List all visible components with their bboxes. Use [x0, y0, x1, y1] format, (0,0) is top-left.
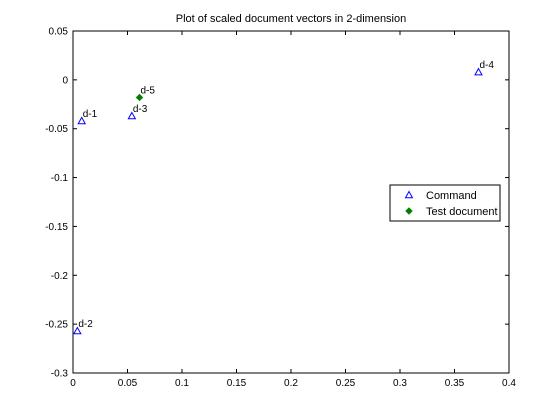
x-tick-label: 0.1 — [175, 378, 189, 389]
x-tick-label: 0.2 — [284, 378, 298, 389]
x-tick-label: 0.15 — [227, 378, 247, 389]
axes: 0 0.05 0.1 0.15 0.2 0.25 0.3 0.35 0.4 -0.3 -0.25 -0… — [45, 27, 516, 390]
point-label-d-5: d-5 — [140, 85, 155, 96]
x-tick-label: 0 — [70, 378, 76, 389]
legend-marker — [404, 190, 414, 199]
point-marker-d-4 — [474, 67, 483, 76]
chart-title: Plot of scaled document vectors in 2-dim… — [176, 13, 407, 25]
point-marker-d-1 — [77, 116, 87, 125]
point-marker-d-2 — [73, 326, 82, 335]
legend-label: Command — [426, 190, 477, 202]
point-label-d-1: d-1 — [83, 109, 98, 120]
y-tick-label: -0.2 — [51, 271, 69, 282]
legend-marker — [405, 207, 413, 215]
legend-box — [389, 184, 501, 222]
y-tick-label: -0.05 — [45, 124, 68, 135]
point-label-d-4: d-4 — [479, 60, 494, 71]
x-tick-label: 0.05 — [118, 378, 138, 389]
y-tick-label: 0 — [62, 75, 68, 86]
x-tick-label: 0.35 — [445, 378, 465, 389]
y-tick-label: 0.05 — [49, 27, 69, 38]
point-marker-d-5 — [135, 93, 144, 102]
point-marker-d-3 — [127, 111, 137, 120]
point-label-d-2: d-2 — [78, 319, 93, 330]
x-tick-label: 0.25 — [336, 378, 356, 389]
y-tick-label: -0.15 — [45, 222, 68, 233]
point-label-d-3: d-3 — [133, 104, 148, 115]
y-tick-label: -0.1 — [51, 173, 69, 184]
data-points: d-1 d-2 d-3 d-4 d-5 — [73, 60, 494, 335]
y-tick-label: -0.3 — [51, 369, 69, 380]
legend-label: Test document — [426, 206, 498, 218]
x-tick-label: 0.4 — [502, 378, 516, 389]
y-tick-label: -0.25 — [45, 320, 68, 331]
x-tick-label: 0.3 — [393, 378, 407, 389]
legend: Command Test document — [389, 184, 501, 222]
